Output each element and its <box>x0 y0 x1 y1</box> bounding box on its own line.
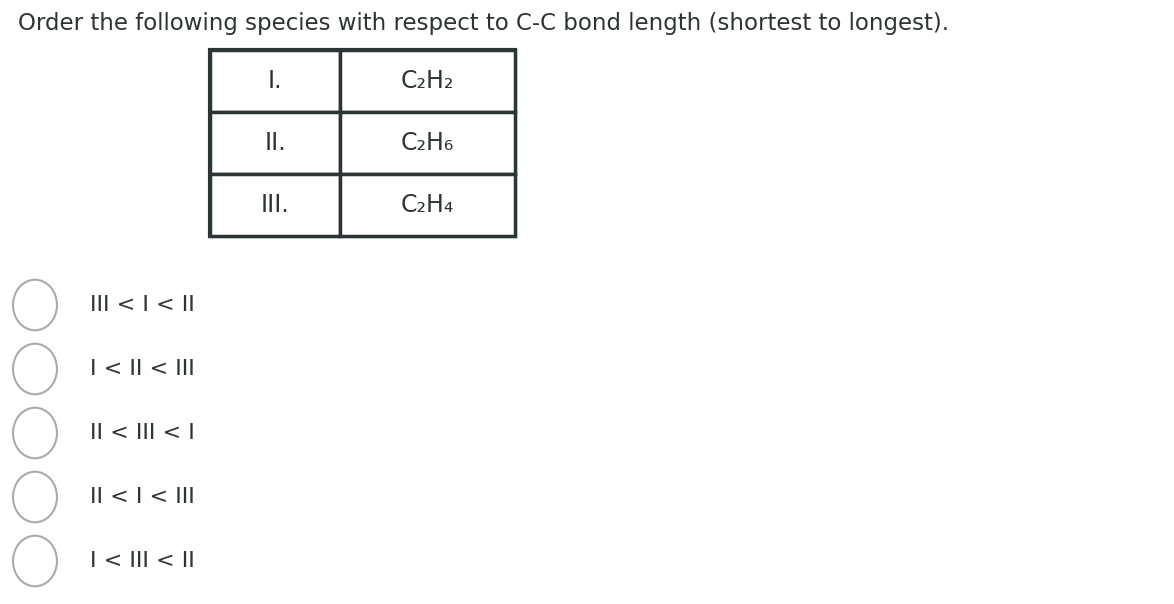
Text: I < II < III: I < II < III <box>90 359 195 379</box>
Bar <box>340 50 515 112</box>
Bar <box>340 174 515 236</box>
Text: Order the following species with respect to C-C bond length (shortest to longest: Order the following species with respect… <box>18 12 949 35</box>
Text: III < I < II: III < I < II <box>90 295 195 315</box>
Text: C₂H₆: C₂H₆ <box>400 131 454 155</box>
Ellipse shape <box>13 472 58 522</box>
Text: C₂H₂: C₂H₂ <box>400 69 454 93</box>
Text: III.: III. <box>261 193 289 217</box>
Bar <box>340 112 515 174</box>
Text: I < III < II: I < III < II <box>90 551 195 571</box>
Bar <box>210 112 340 174</box>
Bar <box>210 50 340 112</box>
Text: II < I < III: II < I < III <box>90 487 195 507</box>
Ellipse shape <box>13 408 58 458</box>
Bar <box>210 174 340 236</box>
Bar <box>210 50 515 236</box>
Text: C₂H₄: C₂H₄ <box>400 193 454 217</box>
Ellipse shape <box>13 280 58 330</box>
Text: I.: I. <box>268 69 282 93</box>
Text: II.: II. <box>264 131 285 155</box>
Ellipse shape <box>13 344 58 394</box>
Ellipse shape <box>13 536 58 586</box>
Text: II < III < I: II < III < I <box>90 423 195 443</box>
